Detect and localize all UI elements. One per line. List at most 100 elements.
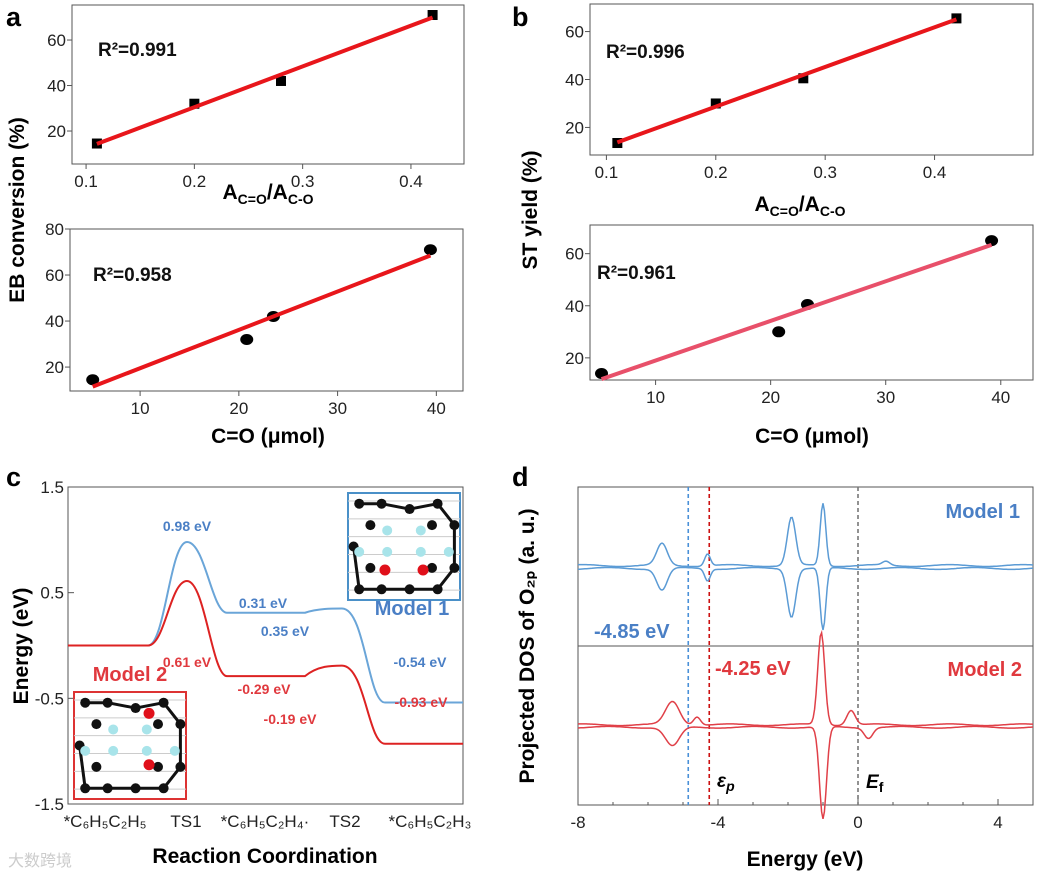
b_top-fit-line bbox=[616, 17, 958, 145]
d-dos-curve-model1-spin-down bbox=[577, 566, 1034, 631]
c-energy-label: 0.61 eV bbox=[163, 654, 212, 670]
b_top-x-tick-label: 0.4 bbox=[923, 163, 947, 182]
model1-structure-inset-hydrogen-atom bbox=[443, 546, 454, 557]
b_bottom-data-point bbox=[985, 235, 999, 247]
model1-structure-inset-carbon-atom bbox=[376, 498, 387, 509]
a_top-data-point bbox=[189, 98, 200, 109]
model2-structure-inset-hydrogen-atom bbox=[141, 745, 152, 756]
model1-structure-inset-carbon-atom bbox=[432, 584, 443, 595]
a_bottom-y-tick-label: 60 bbox=[45, 266, 64, 285]
model1-structure-inset-carbon-atom bbox=[449, 520, 460, 531]
model2-structure-inset-carbon-atom bbox=[80, 783, 91, 794]
b_bottom-plot-frame bbox=[589, 224, 1034, 381]
model1-structure-inset-carbon-atom bbox=[432, 498, 443, 509]
b_bottom-fit-line bbox=[600, 242, 993, 382]
c-category-label: *C₆H₅C₂H₃ bbox=[389, 812, 472, 831]
a_bottom-data-point bbox=[423, 244, 437, 256]
c-y-tick-label: 1.5 bbox=[40, 478, 64, 497]
c-energy-label: -0.29 eV bbox=[238, 681, 292, 697]
a_top-data-point bbox=[427, 10, 438, 21]
model2-structure-inset-carbon-atom bbox=[175, 761, 186, 772]
a-bottom-xlabel: C=O (μmol) bbox=[211, 425, 325, 448]
c-category-label: *C₆H₅C₂H₅ bbox=[64, 812, 147, 831]
model2-structure-inset-hydrogen-atom bbox=[108, 745, 119, 756]
c-energy-profile-1 bbox=[68, 540, 463, 704]
b_top-x-tick-label: 0.2 bbox=[704, 163, 728, 182]
d-model2-label: Model 2 bbox=[948, 659, 1022, 681]
a-top-r2: R²=0.991 bbox=[98, 40, 177, 61]
a_bottom-y-tick-label: 40 bbox=[45, 312, 64, 331]
model2-structure-inset-hydrogen-atom bbox=[141, 724, 152, 735]
model1-structure-inset-carbon-atom bbox=[365, 562, 376, 573]
a_bottom-x-tick-label: 40 bbox=[427, 399, 446, 418]
model2-structure-inset-carbon-atom bbox=[158, 783, 169, 794]
b_bottom-data-point bbox=[772, 326, 786, 338]
d-x-tick-label: -4 bbox=[710, 813, 725, 832]
model1-structure-inset-carbon-atom bbox=[404, 584, 415, 595]
model1-structure-inset-carbon-atom bbox=[376, 584, 387, 595]
model1-structure-inset-oxygen-atom bbox=[417, 564, 429, 576]
c-energy-label: -0.93 eV bbox=[395, 694, 449, 710]
model2-structure-inset bbox=[73, 691, 187, 800]
model1-structure-inset-carbon-atom bbox=[427, 562, 437, 573]
model1-structure-inset-carbon-atom bbox=[404, 504, 415, 515]
b-top-r2: R²=0.996 bbox=[606, 42, 685, 63]
a_bottom-x-tick-label: 30 bbox=[328, 399, 347, 418]
model1-structure-inset-carbon-atom bbox=[449, 562, 460, 573]
d-eps-p-label: εp bbox=[717, 771, 735, 794]
a_bottom-y-tick-label: 80 bbox=[45, 220, 64, 239]
model2-structure-inset-carbon-atom bbox=[153, 719, 163, 730]
c-energy-label: 0.31 eV bbox=[239, 595, 288, 611]
c-y-tick-label: -1.5 bbox=[35, 795, 64, 814]
b-ylabel: ST yield (%) bbox=[519, 150, 542, 269]
b_bottom-y-tick-label: 40 bbox=[565, 297, 584, 316]
b_top-y-tick-label: 40 bbox=[565, 71, 584, 90]
c-xlabel: Reaction Coordination bbox=[152, 845, 377, 868]
model1-structure-inset bbox=[347, 492, 461, 601]
panel-letter-c: c bbox=[6, 462, 21, 492]
model2-structure-inset-hydrogen-atom bbox=[80, 745, 91, 756]
b_top-x-tick-label: 0.3 bbox=[813, 163, 837, 182]
a_top-x-tick-label: 0.2 bbox=[183, 172, 207, 191]
watermark: 大数跨境 bbox=[8, 851, 72, 870]
d-xlabel: Energy (eV) bbox=[747, 848, 864, 871]
b-bottom-xlabel: C=O (μmol) bbox=[755, 425, 869, 448]
panel-letter-a: a bbox=[6, 2, 22, 32]
model2-structure-inset-hydrogen-atom bbox=[169, 745, 180, 756]
model2-structure-inset-carbon-atom bbox=[102, 783, 113, 794]
a_bottom-x-tick-label: 20 bbox=[229, 399, 248, 418]
model2-structure-inset-carbon-atom bbox=[158, 697, 169, 708]
a_top-plot-frame bbox=[71, 4, 465, 165]
model1-structure-inset-hydrogen-atom bbox=[415, 525, 426, 536]
model2-structure-inset-carbon-atom bbox=[130, 783, 141, 794]
c-energy-label: -0.19 eV bbox=[264, 711, 318, 727]
model2-structure-inset-carbon-atom bbox=[91, 761, 102, 772]
c-energy-label: -0.54 eV bbox=[394, 654, 448, 670]
d-dos-curve-model1-spin-up bbox=[577, 503, 1033, 568]
b_top-y-tick-label: 20 bbox=[565, 118, 584, 137]
a_top-y-tick-label: 20 bbox=[47, 122, 66, 141]
b_top-data-point bbox=[612, 138, 623, 149]
a_bottom-plot-frame bbox=[69, 228, 464, 392]
a_bottom-y-tick-label: 20 bbox=[45, 358, 64, 377]
b_bottom-x-tick-label: 20 bbox=[761, 388, 780, 407]
b_top-y-tick-label: 60 bbox=[565, 23, 584, 42]
c-model2-label: Model 2 bbox=[93, 664, 167, 686]
b_bottom-y-tick-label: 60 bbox=[565, 245, 584, 264]
a_top-x-tick-label: 0.4 bbox=[399, 172, 423, 191]
c-model1-label: Model 1 bbox=[375, 598, 449, 620]
d-dos-curve-model2-spin-up bbox=[577, 629, 1034, 727]
a_bottom-fit-line bbox=[91, 253, 432, 389]
c-energy-profile-2 bbox=[68, 580, 463, 745]
b_top-data-point bbox=[951, 13, 962, 24]
a_top-x-tick-label: 0.3 bbox=[291, 172, 315, 191]
b_top-plot-frame bbox=[589, 3, 1034, 156]
c-y-tick-label: 0.5 bbox=[40, 584, 64, 603]
a_bottom-data-point bbox=[240, 333, 254, 345]
model2-structure-inset-oxygen-atom bbox=[143, 707, 155, 719]
c-energy-label: 0.98 eV bbox=[163, 518, 212, 534]
c-y-tick-label: -0.5 bbox=[35, 689, 64, 708]
model2-structure-inset-carbon-atom bbox=[80, 697, 91, 708]
a_top-data-point bbox=[275, 75, 286, 86]
